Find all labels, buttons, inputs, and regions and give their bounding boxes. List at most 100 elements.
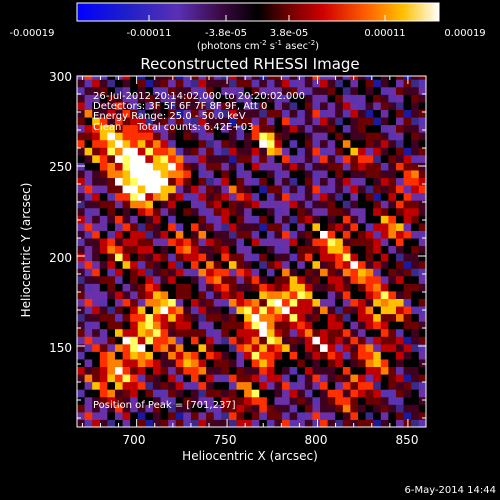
heatmap-cell — [198, 306, 207, 315]
heatmap-cell — [198, 419, 207, 427]
heatmap-cell — [282, 109, 291, 118]
heatmap-cell — [327, 185, 336, 194]
heatmap-cell — [114, 283, 124, 292]
heatmap-cell — [274, 101, 283, 110]
heatmap-cell — [418, 76, 426, 80]
heatmap-cell — [198, 268, 207, 277]
heatmap-cell — [137, 374, 146, 383]
heatmap-cell — [228, 419, 237, 427]
heatmap-cell — [145, 343, 154, 352]
heatmap-cell — [130, 192, 139, 201]
heatmap-cell — [213, 154, 222, 163]
heatmap-cell — [198, 86, 207, 95]
heatmap-cell — [77, 389, 86, 398]
heatmap-cell — [327, 260, 336, 269]
heatmap-cell — [198, 94, 207, 103]
heatmap-cell — [350, 222, 359, 231]
heatmap-cell — [190, 132, 200, 141]
heatmap-cell — [266, 215, 275, 224]
heatmap-cell — [320, 76, 329, 80]
heatmap-cell — [327, 381, 336, 390]
heatmap-cell — [221, 230, 230, 239]
heatmap-cell — [312, 260, 321, 269]
heatmap-cell — [122, 358, 131, 368]
heatmap-cell — [251, 215, 260, 224]
heatmap-cell — [289, 177, 298, 186]
heatmap-cell — [236, 238, 245, 247]
heatmap-cell — [388, 404, 397, 413]
heatmap-cell — [168, 139, 177, 148]
heatmap-cell — [92, 283, 101, 292]
heatmap-cell — [282, 185, 291, 194]
heatmap-cell — [198, 275, 207, 284]
heatmap-cell — [145, 169, 154, 179]
heatmap-cell — [259, 290, 268, 299]
heatmap-cell — [373, 275, 382, 284]
heatmap-cell — [244, 351, 253, 360]
heatmap-cell — [380, 321, 389, 330]
heatmap-cell — [373, 358, 382, 368]
heatmap-cell — [395, 260, 405, 269]
heatmap-cell — [282, 215, 291, 224]
heatmap-cell — [418, 222, 426, 231]
heatmap-cell — [373, 117, 382, 126]
heatmap-cell — [137, 298, 146, 307]
heatmap-cell — [411, 200, 420, 209]
heatmap-cell — [358, 268, 367, 277]
heatmap-cell — [274, 79, 283, 88]
heatmap-cell — [183, 366, 192, 375]
heatmap-cell — [236, 222, 245, 231]
heatmap-cell — [190, 215, 200, 224]
heatmap-cell — [266, 124, 275, 133]
heatmap-cell — [320, 101, 329, 110]
heatmap-cell — [190, 366, 200, 375]
heatmap-cell — [130, 238, 139, 247]
heatmap-cell — [403, 298, 412, 307]
heatmap-cell — [403, 109, 412, 118]
heatmap-cell — [236, 374, 245, 383]
heatmap-cell — [358, 328, 367, 337]
heatmap-cell — [259, 328, 268, 337]
heatmap-cell — [312, 313, 321, 322]
heatmap-cell — [206, 381, 215, 390]
heatmap-cell — [335, 215, 344, 224]
heatmap-cell — [99, 124, 108, 133]
heatmap-cell — [77, 374, 86, 383]
heatmap-cell — [244, 109, 253, 118]
heatmap-cell — [266, 411, 275, 420]
heatmap-cell — [92, 147, 101, 156]
heatmap-cell — [130, 200, 139, 209]
heatmap-cell — [380, 389, 389, 398]
heatmap-cell — [403, 253, 412, 262]
heatmap-cell — [380, 336, 389, 345]
heatmap-cell — [320, 94, 329, 103]
heatmap-cell — [145, 389, 154, 398]
heatmap-cell — [373, 76, 382, 80]
heatmap-cell — [114, 154, 124, 163]
heatmap-cell — [380, 147, 389, 156]
heatmap-cell — [411, 162, 420, 171]
heatmap-cell — [107, 169, 116, 179]
heatmap-cell — [160, 389, 169, 398]
heatmap-cell — [160, 351, 169, 360]
heatmap-cell — [411, 404, 420, 413]
heatmap-cell — [373, 374, 382, 383]
heatmap-cell — [137, 396, 146, 405]
heatmap-cell — [327, 117, 336, 126]
heatmap-cell — [380, 169, 389, 179]
heatmap-cell — [320, 238, 329, 247]
heatmap-cell — [107, 94, 116, 103]
heatmap-cell — [266, 374, 275, 383]
heatmap-cell — [327, 230, 336, 239]
heatmap-cell — [107, 139, 116, 148]
heatmap-cell — [99, 275, 108, 284]
heatmap-cell — [297, 109, 306, 118]
heatmap-cell — [388, 396, 397, 405]
heatmap-cell — [297, 162, 306, 171]
heatmap-cell — [145, 101, 154, 110]
heatmap-cell — [137, 321, 146, 330]
heatmap-cell — [380, 132, 389, 141]
heatmap-cell — [236, 260, 245, 269]
heatmap-cell — [335, 222, 344, 231]
heatmap-cell — [388, 275, 397, 284]
